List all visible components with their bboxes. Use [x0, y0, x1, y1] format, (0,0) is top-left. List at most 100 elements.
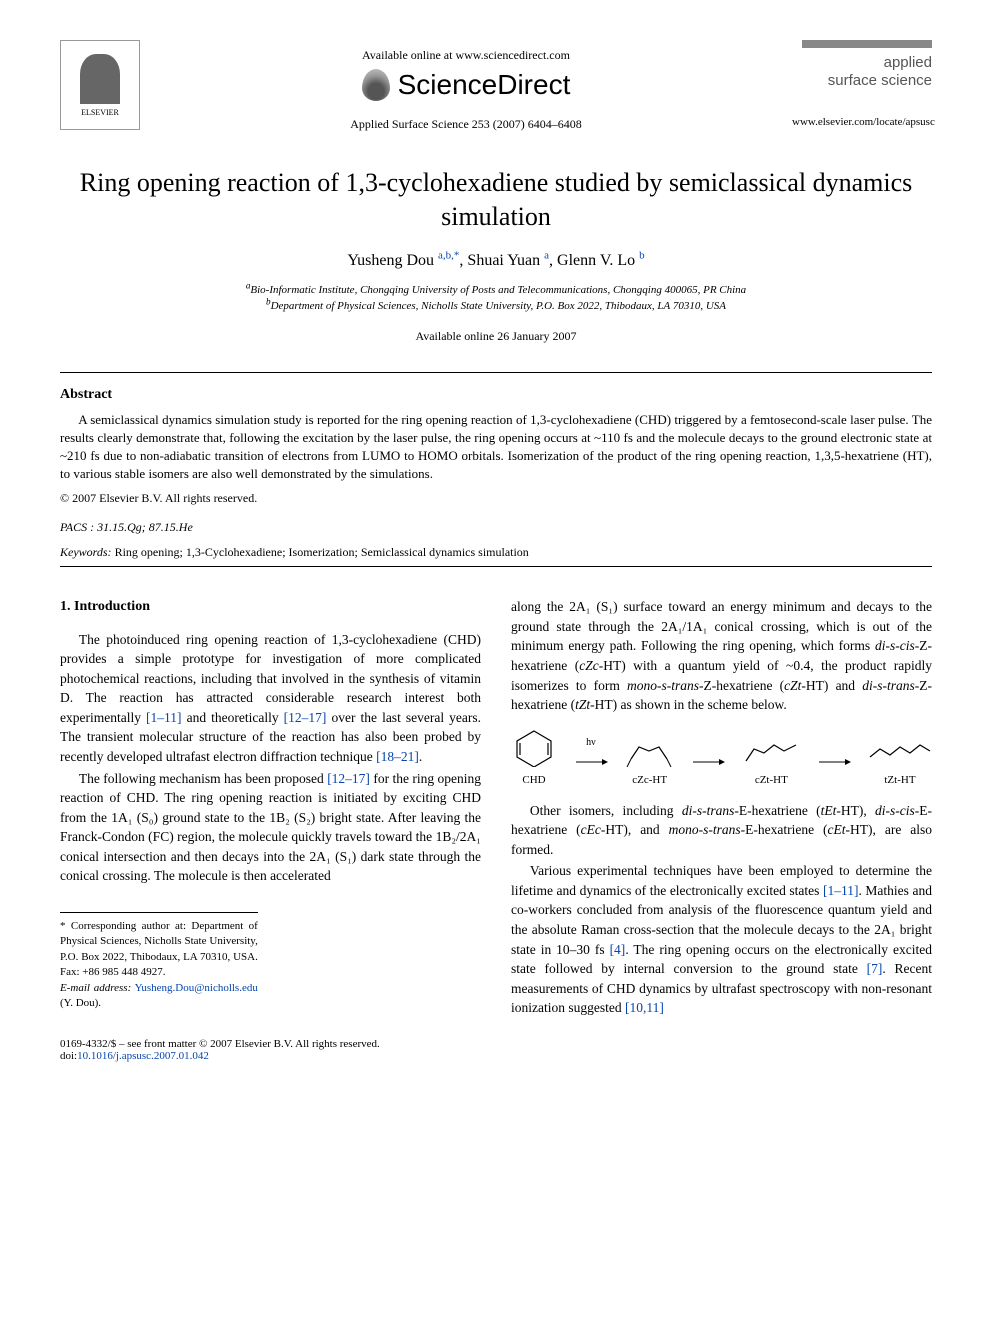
footnotes: * Corresponding author at: Department of…	[60, 912, 258, 1011]
p3-text-d: -Z-hexatriene (	[699, 678, 784, 693]
p2-text-a: The following mechanism has been propose…	[79, 771, 327, 786]
czc-structure-icon	[625, 727, 675, 767]
scheme-arrow-3	[817, 757, 851, 789]
arrow-icon	[817, 757, 851, 767]
p3-text-g: -HT) as shown in the scheme below.	[590, 697, 787, 712]
p4-em5: mono-s-trans	[669, 822, 741, 837]
email-label: E-mail address:	[60, 982, 131, 994]
ref-link-10-11[interactable]: [10,11]	[625, 1000, 664, 1015]
ref-link-18-21[interactable]: [18–21]	[376, 749, 419, 764]
ref-link-4[interactable]: [4]	[610, 942, 626, 957]
reaction-scheme: CHD hν cZc-HT	[511, 727, 932, 789]
scheme-arrow-1: hν	[574, 736, 608, 788]
available-online-text: Available online at www.sciencedirect.co…	[140, 48, 792, 63]
rule-top	[60, 372, 932, 373]
p1-text-b: and theoretically	[182, 710, 284, 725]
czt-structure-icon	[742, 727, 800, 767]
keywords-text: Ring opening; 1,3-Cyclohexadiene; Isomer…	[115, 545, 529, 559]
scheme-label-czc: cZc-HT	[632, 773, 667, 789]
p4-text-a: Other isomers, including	[530, 803, 682, 818]
corresponding-author: * Corresponding author at: Department of…	[60, 919, 258, 981]
issn-line: 0169-4332/$ – see front matter © 2007 El…	[60, 1038, 380, 1050]
publication-date: Available online 26 January 2007	[60, 329, 932, 344]
arrow-icon	[691, 757, 725, 767]
doi-label: doi:	[60, 1050, 77, 1062]
p4-text-e: -HT), and	[601, 822, 669, 837]
journal-name-line2: surface science	[802, 72, 932, 90]
p1-text-d: .	[419, 749, 422, 764]
arrow-icon	[574, 757, 608, 767]
p3-em6: tZt	[575, 697, 590, 712]
abstract-label: Abstract	[60, 387, 932, 403]
tzt-structure-icon	[868, 727, 932, 767]
keywords-label: Keywords:	[60, 545, 112, 559]
ref-link-1-11b[interactable]: [1–11]	[823, 883, 859, 898]
author-1-corr-link[interactable]: *	[454, 249, 460, 261]
scheme-mol-czc: cZc-HT	[625, 727, 675, 789]
rule-bottom	[60, 566, 932, 567]
email-link[interactable]: Yusheng.Dou@nicholls.edu	[135, 982, 258, 994]
ref-link-12-17a[interactable]: [12–17]	[284, 710, 327, 725]
p3-text-a: along the 2A₁ (S₁) surface toward an ene…	[511, 599, 932, 653]
page-footer: 0169-4332/$ – see front matter © 2007 El…	[60, 1038, 932, 1062]
right-header: applied surface science www.elsevier.com…	[792, 40, 932, 128]
p3-em4: cZt	[784, 678, 801, 693]
scheme-label-czt: cZt-HT	[755, 773, 788, 789]
intro-para-2: The following mechanism has been propose…	[60, 769, 481, 886]
p4-em6: cEt	[828, 822, 846, 837]
author-1-affil-link[interactable]: a,b,	[438, 249, 454, 261]
sciencedirect-flame-icon	[362, 69, 390, 101]
intro-para-4: Other isomers, including di-s-trans-E-he…	[511, 801, 932, 860]
author-2-affil-link[interactable]: a	[544, 249, 549, 261]
left-column: 1. Introduction The photoinduced ring op…	[60, 597, 481, 1020]
abstract-body: A semiclassical dynamics simulation stud…	[60, 411, 932, 484]
affiliation-a: aBio-Informatic Institute, Chongqing Uni…	[60, 282, 932, 299]
ref-link-1-11a[interactable]: [1–11]	[146, 710, 182, 725]
affil-a-text: Bio-Informatic Institute, Chongqing Univ…	[250, 284, 746, 296]
p3-em1: di-s-cis	[875, 638, 915, 653]
author-3: Glenn V. Lo	[557, 252, 635, 269]
body-columns: 1. Introduction The photoinduced ring op…	[60, 597, 932, 1020]
doi-line: doi:10.1016/j.apsusc.2007.01.042	[60, 1050, 380, 1062]
elsevier-tree-icon	[80, 54, 120, 104]
pacs-label: PACS :	[60, 520, 94, 534]
scheme-mol-czt: cZt-HT	[742, 727, 800, 789]
affiliation-b: bDepartment of Physical Sciences, Nichol…	[60, 298, 932, 315]
pacs-codes: 31.15.Qg; 87.15.He	[97, 520, 193, 534]
chd-structure-icon	[511, 727, 557, 767]
intro-para-3: along the 2A₁ (S₁) surface toward an ene…	[511, 597, 932, 714]
p4-text-c: -HT),	[836, 803, 875, 818]
p3-em2: cZc	[579, 658, 599, 673]
ref-link-7[interactable]: [7]	[867, 961, 883, 976]
affiliations: aBio-Informatic Institute, Chongqing Uni…	[60, 282, 932, 315]
journal-reference: Applied Surface Science 253 (2007) 6404–…	[140, 117, 792, 132]
scheme-mol-tzt: tZt-HT	[868, 727, 932, 789]
p3-em3: mono-s-trans	[627, 678, 699, 693]
journal-logo: applied surface science	[802, 40, 932, 100]
intro-para-1: The photoinduced ring opening reaction o…	[60, 630, 481, 767]
affil-b-text: Department of Physical Sciences, Nicholl…	[271, 300, 726, 312]
p4-text-b: -E-hexatriene (	[734, 803, 820, 818]
p4-em4: cEc	[581, 822, 601, 837]
author-3-affil-link[interactable]: b	[639, 249, 645, 261]
journal-name-line1: applied	[802, 54, 932, 72]
keywords-line: Keywords: Ring opening; 1,3-Cyclohexadie…	[60, 545, 932, 560]
p3-text-e: -HT) and	[801, 678, 862, 693]
p2-text-b: for the ring opening reaction of CHD. Th…	[60, 771, 481, 884]
section-1-head: 1. Introduction	[60, 597, 481, 617]
intro-para-5: Various experimental techniques have bee…	[511, 861, 932, 1018]
abstract-text: A semiclassical dynamics simulation stud…	[60, 412, 932, 482]
authors-list: Yusheng Dou a,b,*, Shuai Yuan a, Glenn V…	[60, 252, 932, 270]
journal-url: www.elsevier.com/locate/apsusc	[792, 116, 932, 128]
elsevier-logo: ELSEVIER	[60, 40, 140, 130]
ref-link-12-17b[interactable]: [12–17]	[327, 771, 370, 786]
email-line: E-mail address: Yusheng.Dou@nicholls.edu…	[60, 981, 258, 1012]
hv-label: hν	[586, 736, 596, 751]
pacs-line: PACS : 31.15.Qg; 87.15.He	[60, 520, 932, 535]
footer-left: 0169-4332/$ – see front matter © 2007 El…	[60, 1038, 380, 1062]
sciencedirect-text: ScienceDirect	[398, 69, 571, 101]
page-header: ELSEVIER Available online at www.science…	[60, 40, 932, 132]
right-column: along the 2A₁ (S₁) surface toward an ene…	[511, 597, 932, 1020]
scheme-arrow-2	[691, 757, 725, 789]
doi-link[interactable]: 10.1016/j.apsusc.2007.01.042	[77, 1050, 209, 1062]
